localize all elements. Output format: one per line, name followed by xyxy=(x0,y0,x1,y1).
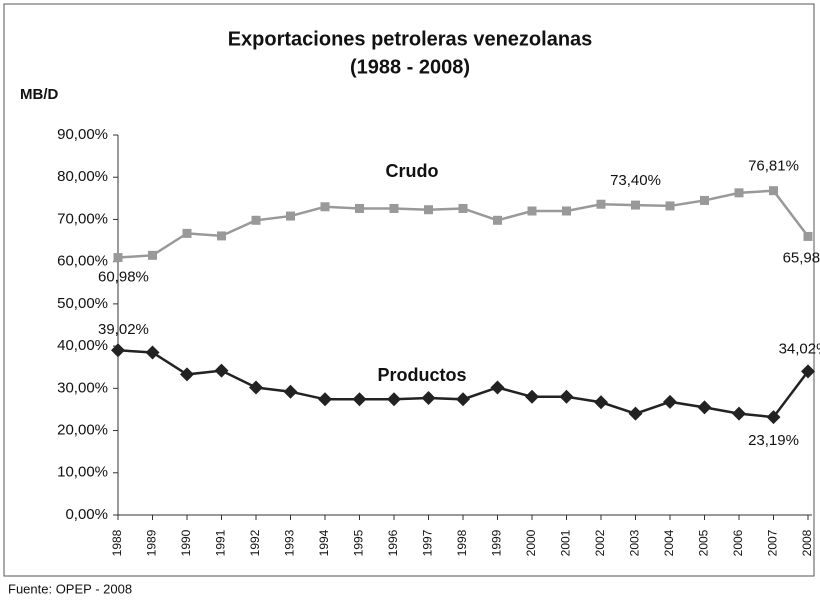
y-tick-label: 80,00% xyxy=(57,168,108,185)
data-point xyxy=(456,392,470,407)
data-point xyxy=(389,203,399,213)
data-point xyxy=(493,215,502,225)
x-tick-label: 1999 xyxy=(490,529,504,556)
x-tick-label: 2006 xyxy=(731,529,745,556)
data-point xyxy=(111,343,125,358)
data-point xyxy=(700,195,709,205)
series-name: Crudo xyxy=(386,161,439,181)
x-tick-label: 1994 xyxy=(317,529,331,556)
data-point xyxy=(320,202,330,212)
x-tick-label: 2004 xyxy=(662,529,676,556)
source-note: Fuente: OPEP - 2008 xyxy=(8,581,132,596)
data-point xyxy=(352,392,367,407)
data-point xyxy=(145,345,160,360)
data-label: 23,19% xyxy=(748,432,799,449)
data-point xyxy=(665,201,675,211)
x-tick-label: 2003 xyxy=(628,529,642,556)
y-axis-label: MB/D xyxy=(20,86,58,103)
data-point xyxy=(421,391,436,406)
data-point xyxy=(214,363,229,378)
data-point xyxy=(286,211,295,221)
data-point xyxy=(113,253,123,263)
x-tick-label: 1988 xyxy=(110,529,124,556)
y-tick-label: 90,00% xyxy=(57,126,108,143)
data-point xyxy=(490,380,505,395)
data-point xyxy=(525,389,539,404)
y-tick-label: 50,00% xyxy=(57,295,108,312)
data-point xyxy=(387,392,401,407)
data-label: 39,02% xyxy=(98,321,149,338)
data-point xyxy=(559,389,574,404)
data-point xyxy=(766,410,781,425)
x-tick-label: 1992 xyxy=(248,529,262,556)
y-tick-label: 10,00% xyxy=(57,464,108,481)
data-point xyxy=(182,228,192,238)
y-tick-label: 70,00% xyxy=(57,210,108,227)
x-tick-label: 2005 xyxy=(697,529,711,556)
data-point xyxy=(732,406,746,421)
x-tick-label: 2001 xyxy=(559,529,573,556)
x-tick-label: 1991 xyxy=(214,529,228,556)
data-label: 34,02% xyxy=(779,340,820,357)
data-point xyxy=(596,199,606,209)
data-point xyxy=(355,203,364,213)
y-tick-label: 40,00% xyxy=(57,337,108,354)
data-point xyxy=(769,186,778,196)
x-tick-label: 2008 xyxy=(800,529,814,556)
data-point xyxy=(424,205,433,215)
data-point xyxy=(527,206,537,216)
x-tick-label: 2002 xyxy=(593,529,607,556)
x-tick-label: 1995 xyxy=(352,529,366,556)
x-tick-label: 1990 xyxy=(179,529,193,556)
data-point xyxy=(628,406,643,421)
x-tick-label: 1998 xyxy=(455,529,469,556)
y-tick-label: 30,00% xyxy=(57,379,108,396)
data-point xyxy=(594,395,608,410)
x-tick-label: 1996 xyxy=(386,529,400,556)
data-point xyxy=(562,206,571,216)
x-tick-label: 2000 xyxy=(524,529,538,556)
data-point xyxy=(631,200,640,210)
chart-title: Exportaciones petroleras venezolanas xyxy=(228,28,593,50)
data-point xyxy=(283,384,298,399)
data-label: 60,98% xyxy=(98,268,149,285)
y-tick-label: 0,00% xyxy=(65,506,108,523)
x-tick-label: 1993 xyxy=(283,529,297,556)
data-point xyxy=(803,231,813,241)
data-point xyxy=(148,250,157,260)
data-point xyxy=(801,364,815,379)
chart-border xyxy=(3,3,815,577)
x-tick-label: 1997 xyxy=(421,529,435,556)
data-label: 73,40% xyxy=(610,172,661,189)
data-point xyxy=(249,380,263,395)
x-tick-label: 1989 xyxy=(145,529,159,556)
y-tick-label: 60,00% xyxy=(57,253,108,270)
data-point xyxy=(663,394,677,409)
data-point xyxy=(251,215,261,225)
data-point xyxy=(734,188,744,198)
series-name: Productos xyxy=(377,365,466,385)
data-point xyxy=(217,231,226,241)
chart-subtitle: (1988 - 2008) xyxy=(350,56,470,78)
data-point xyxy=(180,367,194,382)
data-point xyxy=(697,400,712,415)
x-tick-label: 2007 xyxy=(766,529,780,556)
data-point xyxy=(318,392,332,407)
data-label: 65,98% xyxy=(783,249,820,266)
y-tick-label: 20,00% xyxy=(57,422,108,439)
data-point xyxy=(458,203,468,213)
data-label: 76,81% xyxy=(748,158,799,175)
